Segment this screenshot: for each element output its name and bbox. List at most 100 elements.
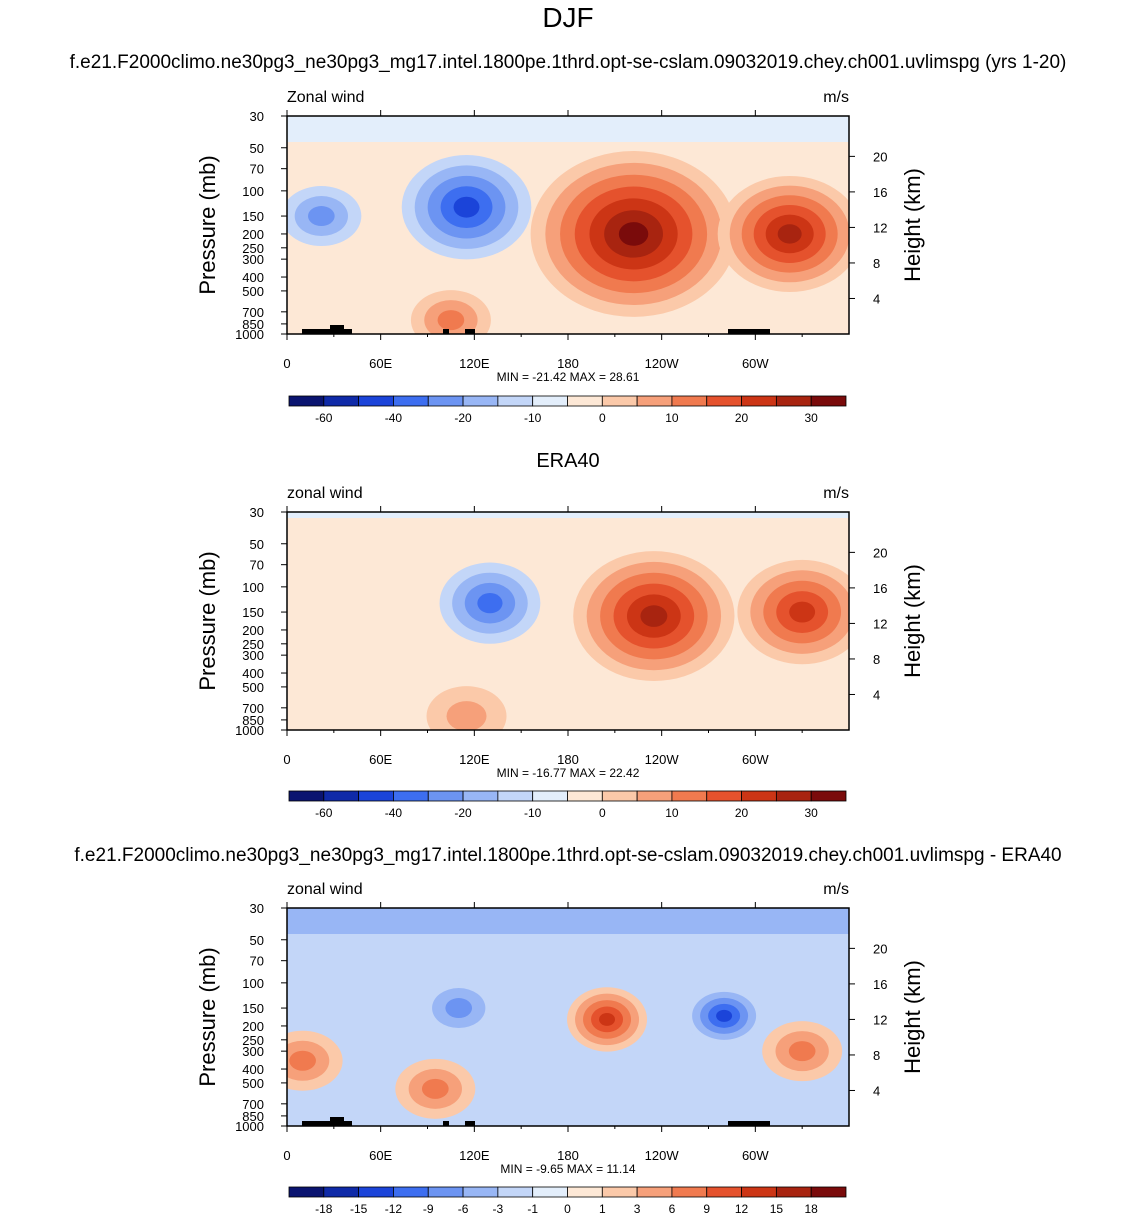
y-right-tick-label: 16 bbox=[873, 185, 887, 200]
contour-field bbox=[287, 512, 849, 730]
y-axis-label: Pressure (mb) bbox=[195, 551, 220, 690]
y-right-axis-label: Height (km) bbox=[900, 168, 925, 282]
y-right-tick-label: 8 bbox=[873, 1048, 880, 1063]
x-tick-label: 180 bbox=[557, 356, 579, 371]
colorbar-swatch bbox=[775, 790, 812, 802]
y-tick-label: 150 bbox=[242, 209, 264, 224]
y-right-axis-label: Height (km) bbox=[900, 960, 925, 1074]
y-tick-label: 1000 bbox=[235, 327, 264, 342]
y-tick-label: 500 bbox=[242, 284, 264, 299]
y-tick-label: 1000 bbox=[235, 723, 264, 738]
topography bbox=[443, 329, 449, 334]
y-tick-label: 400 bbox=[242, 270, 264, 285]
y-tick-label: 150 bbox=[242, 605, 264, 620]
x-tick-label: 0 bbox=[283, 356, 290, 371]
colorbar-label: -20 bbox=[454, 806, 472, 820]
contour-level bbox=[599, 1012, 616, 1026]
x-tick-label: 60E bbox=[369, 356, 392, 371]
colorbar-swatch bbox=[810, 1186, 847, 1198]
colorbar-swatch bbox=[671, 395, 708, 407]
contour-level bbox=[445, 998, 473, 1019]
y-tick-label: 50 bbox=[250, 141, 264, 156]
y-axis-label: Pressure (mb) bbox=[195, 155, 220, 294]
colorbar-label: -6 bbox=[458, 1202, 469, 1216]
colorbar-swatch bbox=[462, 790, 499, 802]
y-tick-label: 850 bbox=[242, 317, 264, 332]
colorbar-label: -15 bbox=[350, 1202, 368, 1216]
colorbar-label: 3 bbox=[634, 1202, 641, 1216]
colorbar-swatch bbox=[497, 790, 534, 802]
contour-level bbox=[788, 1041, 816, 1062]
units-label: m/s bbox=[823, 485, 849, 502]
colorbar-label: -10 bbox=[524, 806, 542, 820]
min-max-stats: MIN = -16.77 MAX = 22.42 bbox=[497, 766, 640, 780]
y-right-axis-label: Height (km) bbox=[900, 564, 925, 678]
colorbar-swatch bbox=[810, 395, 847, 407]
x-tick-label: 120W bbox=[645, 752, 680, 767]
colorbar-swatch bbox=[671, 1186, 708, 1198]
panel-2-subtitle: ERA40 bbox=[536, 450, 600, 472]
colorbar-swatch bbox=[567, 790, 603, 802]
topography bbox=[344, 329, 352, 334]
colorbar-label: 1 bbox=[599, 1202, 606, 1216]
colorbar-label: -20 bbox=[454, 411, 472, 425]
colorbar-label: -40 bbox=[385, 411, 403, 425]
y-tick-label: 300 bbox=[242, 648, 264, 663]
y-tick-label: 400 bbox=[242, 666, 264, 681]
y-tick-label: 250 bbox=[242, 241, 264, 256]
units-label: m/s bbox=[823, 89, 849, 106]
y-right-tick-label: 12 bbox=[873, 616, 887, 631]
y-right-tick-label: 20 bbox=[873, 941, 887, 956]
colorbar-label: -40 bbox=[385, 806, 403, 820]
colorbar-swatch bbox=[323, 395, 360, 407]
colorbar-label: 9 bbox=[703, 1202, 710, 1216]
y-axis-label: Pressure (mb) bbox=[195, 947, 220, 1086]
min-max-stats: MIN = -21.42 MAX = 28.61 bbox=[497, 370, 640, 384]
topography bbox=[728, 1121, 770, 1126]
y-tick-label: 300 bbox=[242, 1044, 264, 1059]
x-tick-label: 120W bbox=[645, 1148, 680, 1163]
colorbar-label: -18 bbox=[315, 1202, 333, 1216]
colorbar-label: -9 bbox=[423, 1202, 434, 1216]
colorbar-swatch bbox=[323, 1186, 360, 1198]
colorbar-swatch bbox=[358, 1186, 394, 1198]
y-right-tick-label: 8 bbox=[873, 652, 880, 667]
contour-level bbox=[446, 701, 487, 730]
y-right-tick-label: 12 bbox=[873, 1012, 887, 1027]
contour-level bbox=[477, 593, 503, 614]
colorbar-swatch bbox=[532, 1186, 568, 1198]
topography bbox=[330, 1117, 344, 1126]
colorbar-swatch bbox=[567, 1186, 603, 1198]
topography bbox=[302, 329, 330, 334]
y-tick-label: 100 bbox=[242, 580, 264, 595]
y-tick-label: 850 bbox=[242, 713, 264, 728]
x-tick-label: 180 bbox=[557, 752, 579, 767]
x-tick-label: 60W bbox=[742, 752, 769, 767]
contour-level bbox=[789, 601, 816, 623]
colorbar-swatch bbox=[706, 1186, 742, 1198]
colorbar-swatch bbox=[636, 790, 673, 802]
colorbar-label: 10 bbox=[665, 411, 679, 425]
x-tick-label: 120W bbox=[645, 356, 680, 371]
colorbar-label: 12 bbox=[735, 1202, 749, 1216]
y-tick-label: 150 bbox=[242, 1001, 264, 1016]
y-tick-label: 500 bbox=[242, 680, 264, 695]
colorbar-swatch bbox=[358, 395, 394, 407]
contour-level bbox=[716, 1009, 733, 1022]
x-tick-label: 60E bbox=[369, 752, 392, 767]
colorbar-swatch bbox=[462, 395, 499, 407]
x-tick-label: 120E bbox=[459, 752, 490, 767]
topography bbox=[465, 329, 475, 334]
y-right-tick-label: 4 bbox=[873, 687, 880, 702]
contour-level bbox=[289, 1050, 316, 1071]
y-tick-label: 300 bbox=[242, 252, 264, 267]
y-tick-label: 50 bbox=[250, 537, 264, 552]
colorbar-label: 0 bbox=[564, 1202, 571, 1216]
topography bbox=[443, 1121, 449, 1126]
colorbar-swatch bbox=[393, 395, 429, 407]
min-max-stats: MIN = -9.65 MAX = 11.14 bbox=[500, 1162, 636, 1176]
colorbar-swatch bbox=[741, 395, 777, 407]
y-tick-label: 200 bbox=[242, 623, 264, 638]
panel-2-era40: 0 60E 120E 180 120W 60W3050701001502002503004… bbox=[195, 485, 925, 820]
stratosphere-band bbox=[287, 512, 849, 518]
